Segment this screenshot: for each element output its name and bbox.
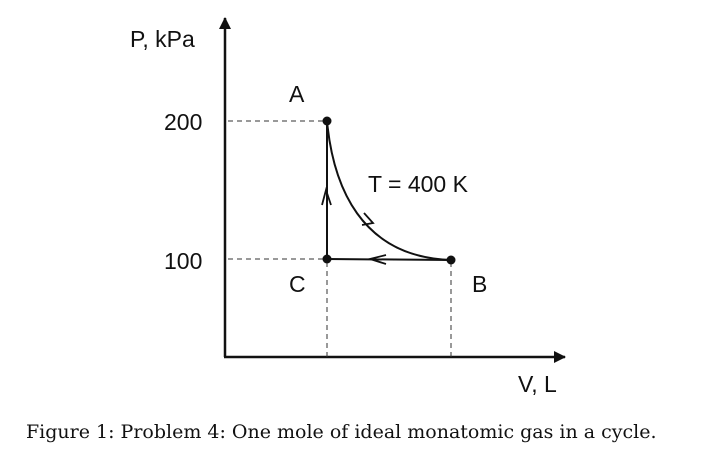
- tick-label-100: 100: [164, 248, 202, 274]
- point-c-label: C: [289, 271, 306, 297]
- arrow-a-to-b: [361, 212, 375, 226]
- x-axis-label: V, L: [518, 371, 557, 397]
- isobar-b-c: [326, 258, 452, 261]
- arrow-b-to-c: [366, 254, 387, 265]
- isotherm-label: T = 400 K: [368, 171, 469, 197]
- tick-label-200: 200: [164, 109, 202, 135]
- figure-caption: Figure 1: Problem 4: One mole of ideal m…: [26, 421, 657, 443]
- pv-diagram: P, kPa V, L 200 100 A B C T = 400 K: [130, 17, 566, 397]
- point-a-dot: [322, 116, 332, 126]
- point-a-label: A: [289, 81, 305, 107]
- point-b-label: B: [472, 271, 487, 297]
- y-axis-label: P, kPa: [130, 26, 195, 52]
- isotherm-a-b: [326, 120, 452, 261]
- arrow-c-to-a: [321, 186, 332, 206]
- point-b-dot: [446, 255, 456, 265]
- point-c-dot: [322, 254, 332, 264]
